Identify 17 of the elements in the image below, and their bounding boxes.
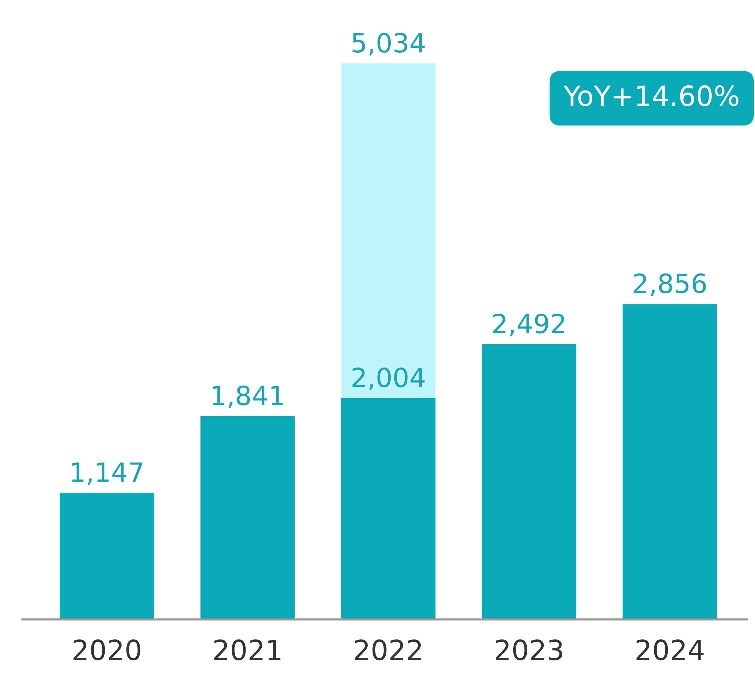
data-label: 1,841 <box>212 386 284 408</box>
x-tick-label: 2023 <box>496 640 562 661</box>
data-label: 2,856 <box>634 274 706 296</box>
x-tick-label: 2021 <box>214 640 281 661</box>
annotation: YoY+14.60% <box>564 86 739 107</box>
data-label: 2,004 <box>352 368 425 390</box>
bar <box>200 416 295 620</box>
x-tick-label: 2020 <box>74 640 141 661</box>
data-label: 1,147 <box>72 462 143 486</box>
bar <box>482 344 576 620</box>
bar <box>341 398 436 620</box>
bar <box>622 304 718 620</box>
data-label: 5,034 <box>352 33 425 56</box>
x-tick-label: 2024 <box>636 640 704 661</box>
bar <box>60 493 154 620</box>
data-label: 2,492 <box>493 314 564 336</box>
x-tick-label: 2022 <box>355 640 422 661</box>
